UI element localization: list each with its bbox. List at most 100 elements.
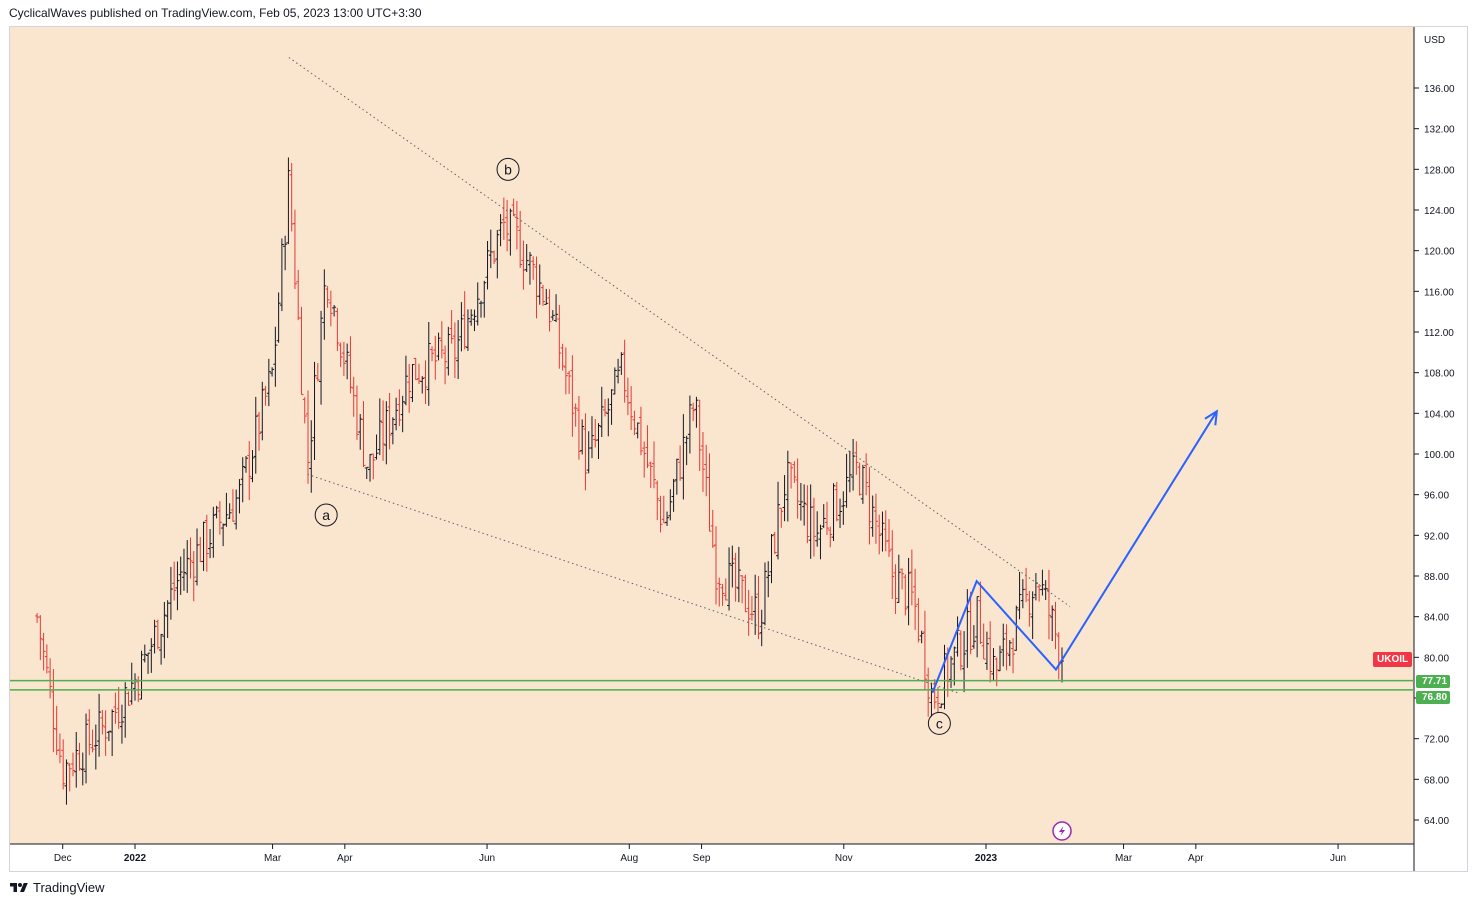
ohlc-bar <box>749 596 754 621</box>
ohlc-bar <box>870 495 875 537</box>
ohlc-bar <box>665 511 670 526</box>
ohlc-bar <box>361 401 366 468</box>
ohlc-bar <box>714 526 719 605</box>
price-tick-label: 120.00 <box>1424 247 1455 258</box>
ohlc-bar <box>230 489 235 522</box>
time-tick-label: Mar <box>1115 853 1133 864</box>
ohlc-bar <box>247 441 252 501</box>
wave-label-a: a <box>314 503 338 527</box>
ohlc-bar <box>377 398 382 456</box>
ohlc-bar <box>1011 638 1016 674</box>
ohlc-bar <box>655 480 660 521</box>
ohlc-bar <box>658 495 663 533</box>
ohlc-bar <box>531 256 536 280</box>
lightning-icon[interactable] <box>1052 821 1072 841</box>
price-tick-label: 136.00 <box>1424 84 1455 95</box>
ohlc-bar <box>152 619 157 654</box>
ohlc-bar <box>981 623 986 660</box>
ohlc-bar <box>997 645 1002 672</box>
ohlc-bar <box>312 361 317 460</box>
svg-text:c: c <box>936 715 943 731</box>
ohlc-bar <box>772 531 777 555</box>
ohlc-bar <box>1053 601 1058 650</box>
time-axis: Dec 2022 Mar Apr Jun Aug Sep Nov 2023 Mar Apr Jun <box>54 844 1346 864</box>
ohlc-bar <box>126 691 131 706</box>
ohlc-bar <box>341 341 346 376</box>
ohlc-bar <box>554 294 559 323</box>
ohlc-bar <box>84 713 89 784</box>
ohlc-bar <box>505 200 510 252</box>
ohlc-bar <box>616 358 621 384</box>
ohlc-bar <box>828 526 833 548</box>
ohlc-bar <box>433 335 438 380</box>
ohlc-bar <box>612 367 617 395</box>
ohlc-bar <box>834 481 839 522</box>
ohlc-bar <box>1030 591 1035 640</box>
ohlc-bar <box>266 358 271 407</box>
ohlc-bar <box>1007 640 1012 666</box>
price-tick-label: 124.00 <box>1424 206 1455 217</box>
ohlc-bar <box>818 524 823 560</box>
ohlc-bar <box>482 280 487 318</box>
trend-lines <box>288 57 1071 694</box>
svg-text:a: a <box>322 507 330 523</box>
ohlc-bar <box>776 481 781 560</box>
time-tick-label: Aug <box>620 853 638 864</box>
ohlc-bar <box>390 417 395 445</box>
time-tick-label: Mar <box>264 853 282 864</box>
price-tick-label: 116.00 <box>1424 287 1454 298</box>
ohlc-bar <box>723 578 728 601</box>
tradingview-logo-icon <box>10 882 28 892</box>
ohlc-bar <box>181 548 186 591</box>
ohlc-bar <box>766 561 771 598</box>
time-tick-label: Apr <box>337 853 353 864</box>
ohlc-bar <box>475 282 480 326</box>
ohlc-bar <box>802 484 807 526</box>
ohlc-bar <box>485 240 490 290</box>
ohlc-bar <box>547 289 552 332</box>
time-tick-label: Jun <box>479 853 495 864</box>
ohlc-bar <box>838 498 843 528</box>
ohlc-bar <box>436 332 441 361</box>
ohlc-bar <box>368 453 373 482</box>
ohlc-bar <box>544 288 549 305</box>
time-tick-label: Dec <box>54 853 72 864</box>
ohlc-bar <box>681 414 686 500</box>
ohlc-bar <box>204 514 209 572</box>
ohlc-bar <box>253 396 258 474</box>
trend-line-lower <box>307 473 959 694</box>
ohlc-bar <box>93 724 98 770</box>
ohlc-bar <box>789 462 794 489</box>
ohlc-bar <box>841 491 846 525</box>
ohlc-bar <box>142 644 147 663</box>
ohlc-bar <box>299 306 304 396</box>
ohlc-bar <box>260 381 265 441</box>
ohlc-bar <box>74 731 79 788</box>
ohlc-bar <box>77 742 82 771</box>
ohlc-bar <box>932 679 937 709</box>
tradingview-footer: TradingView <box>10 880 105 895</box>
ohlc-bar <box>720 584 725 606</box>
ohlc-bar <box>746 589 751 636</box>
ohlc-bar <box>449 310 454 344</box>
ohlc-bar <box>867 467 872 545</box>
ohlc-bar <box>48 658 53 699</box>
ohlc-bar <box>668 489 673 521</box>
ohlc-bar <box>919 630 924 644</box>
ohlc-bar <box>671 478 676 512</box>
ohlc-bar <box>90 729 95 753</box>
ohlc-bar <box>580 419 585 455</box>
ohlc-bar <box>119 704 124 744</box>
ohlc-bar <box>935 686 940 714</box>
price-tick-label: 84.00 <box>1424 613 1449 624</box>
ohlc-bar <box>877 514 882 555</box>
ohlc-bar <box>511 198 516 217</box>
ohlc-bar <box>498 214 503 247</box>
price-tick-label: 108.00 <box>1424 369 1455 380</box>
ohlc-bar <box>354 385 359 440</box>
ohlc-bar <box>214 505 219 519</box>
price-tick-label: 112.00 <box>1424 328 1454 339</box>
support-lines <box>10 679 1414 691</box>
ohlc-bar <box>642 441 647 478</box>
